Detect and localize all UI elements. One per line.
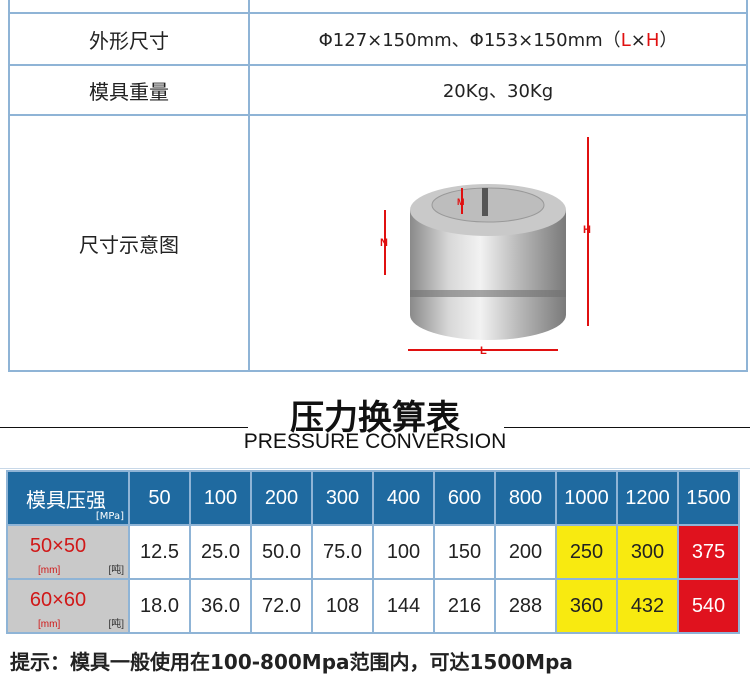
table-cell: 100 (374, 526, 433, 578)
table-row: 60×60 [mm] [吨] 18.0 36.0 72.0 108 144 216 … (8, 580, 738, 632)
usage-note: 提示：模具一般使用在100-800Mpa范围内，可达1500Mpa (10, 650, 573, 674)
header-cell: 600 (435, 472, 494, 524)
header-cell: 300 (313, 472, 372, 524)
label-h: H (583, 224, 591, 236)
die-diagram: N H L M (380, 137, 591, 357)
spec-label: 外形尺寸 (8, 12, 250, 66)
section-subtitle: PRESSURE CONVERSION (243, 430, 507, 453)
header-cell: 200 (252, 472, 311, 524)
table-cell: 18.0 (130, 580, 189, 632)
size-cell: 60×60 [mm] [吨] (8, 580, 128, 632)
header-cell: 1200 (618, 472, 677, 524)
spec-row-dimensions: 外形尺寸 Φ127×150mm、Φ153×150mm（L×H） (8, 12, 748, 66)
divider (0, 427, 248, 428)
table-cell: 540 (679, 580, 738, 632)
spec-label: 模具重量 (8, 64, 250, 116)
spec-value: 20Kg、30Kg (248, 64, 748, 116)
header-cell: 800 (496, 472, 555, 524)
section-title: 压力换算表 (290, 398, 460, 438)
spec-label: 尺寸示意图 (8, 114, 250, 372)
table-cell: 250 (557, 526, 616, 578)
table-cell: 216 (435, 580, 494, 632)
table-cell: 144 (374, 580, 433, 632)
divider (504, 427, 750, 428)
header-cell: 400 (374, 472, 433, 524)
table-cell: 360 (557, 580, 616, 632)
table-cell: 25.0 (191, 526, 250, 578)
table-cell: 288 (496, 580, 555, 632)
table-header-row: 模具压强 [MPa] 50 100 200 300 400 600 800 100… (8, 472, 738, 524)
table-cell: 50.0 (252, 526, 311, 578)
label-l: L (480, 345, 487, 357)
table-cell: 150 (435, 526, 494, 578)
header-label-cell: 模具压强 [MPa] (8, 472, 128, 524)
size-cell: 50×50 [mm] [吨] (8, 526, 128, 578)
cylinder-image (410, 184, 566, 340)
spec-value: Φ127×150mm、Φ153×150mm（L×H） (248, 12, 748, 66)
table-cell: 36.0 (191, 580, 250, 632)
spec-row-weight: 模具重量 20Kg、30Kg (8, 64, 748, 116)
table-cell: 72.0 (252, 580, 311, 632)
pressure-table: 模具压强 [MPa] 50 100 200 300 400 600 800 100… (6, 470, 740, 634)
label-n: N (380, 237, 388, 249)
header-cell: 1500 (679, 472, 738, 524)
table-row: 50×50 [mm] [吨] 12.5 25.0 50.0 75.0 100 150… (8, 526, 738, 578)
table-cell: 432 (618, 580, 677, 632)
header-cell: 50 (130, 472, 189, 524)
label-m: M (457, 197, 465, 207)
divider (0, 468, 750, 469)
table-cell: 108 (313, 580, 372, 632)
header-cell: 100 (191, 472, 250, 524)
spec-table: 外形尺寸 Φ127×150mm、Φ153×150mm（L×H） 模具重量 20K… (8, 0, 748, 372)
header-cell: 1000 (557, 472, 616, 524)
table-cell: 375 (679, 526, 738, 578)
table-cell: 300 (618, 526, 677, 578)
table-cell: 200 (496, 526, 555, 578)
table-cell: 75.0 (313, 526, 372, 578)
table-cell: 12.5 (130, 526, 189, 578)
